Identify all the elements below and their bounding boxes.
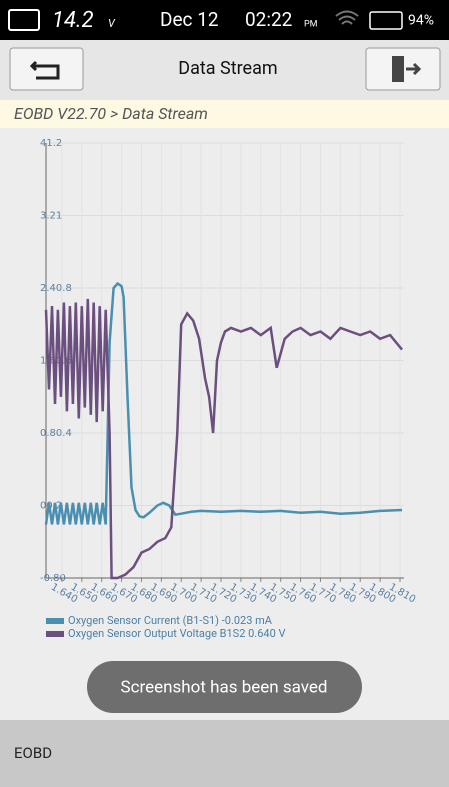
battery-icon — [8, 9, 40, 31]
exit-arrow — [406, 62, 422, 76]
legend-swatch — [46, 618, 64, 624]
legend-label: Oxygen Sensor Output Voltage B1S2 0.640 … — [68, 627, 285, 640]
breadcrumb: EOBD V22.70 > Data Stream — [14, 104, 208, 123]
footer-text: EOBD — [14, 744, 52, 762]
back-button[interactable] — [9, 47, 84, 91]
y-tick-label: 0 — [40, 501, 46, 512]
y2-tick-label: 0.4 — [56, 428, 72, 439]
series-line — [44, 298, 403, 580]
legend-swatch — [46, 631, 64, 637]
ampm: PM — [304, 19, 318, 29]
chart: -0.800.81.62.43.2400.20.40.60.811.21.640… — [40, 138, 417, 640]
y-tick-label: 2.4 — [40, 283, 56, 294]
y2-tick-label: 0.8 — [56, 283, 72, 294]
voltage-unit: V — [108, 17, 116, 30]
legend-label: Oxygen Sensor Current (B1-S1) -0.023 mA — [68, 614, 273, 627]
y-tick-label: 0.8 — [40, 428, 56, 439]
series-line — [44, 281, 403, 525]
battery-level — [369, 11, 403, 30]
y2-tick-label: 0.6 — [56, 356, 72, 367]
exit-icon — [392, 56, 404, 82]
battery: 94% — [408, 13, 434, 29]
y-tick-label: 3.2 — [40, 211, 56, 222]
y-tick-label: 4 — [40, 138, 46, 149]
chart-area — [0, 128, 449, 720]
footer — [0, 720, 449, 787]
toast — [87, 661, 362, 713]
title: Data Stream — [178, 58, 277, 79]
time: 02:22 — [245, 8, 292, 31]
back-icon — [29, 60, 60, 80]
y2-tick-label: 1 — [56, 211, 62, 222]
y2-tick-label: 1.2 — [46, 138, 62, 149]
wifi-icon — [335, 10, 359, 25]
breadcrumb-bar — [0, 100, 449, 128]
status-bar — [0, 0, 449, 40]
date: Dec 12 — [160, 8, 219, 31]
toast-text: Screenshot has been saved — [120, 677, 327, 697]
voltage: 14.2 — [52, 8, 94, 33]
